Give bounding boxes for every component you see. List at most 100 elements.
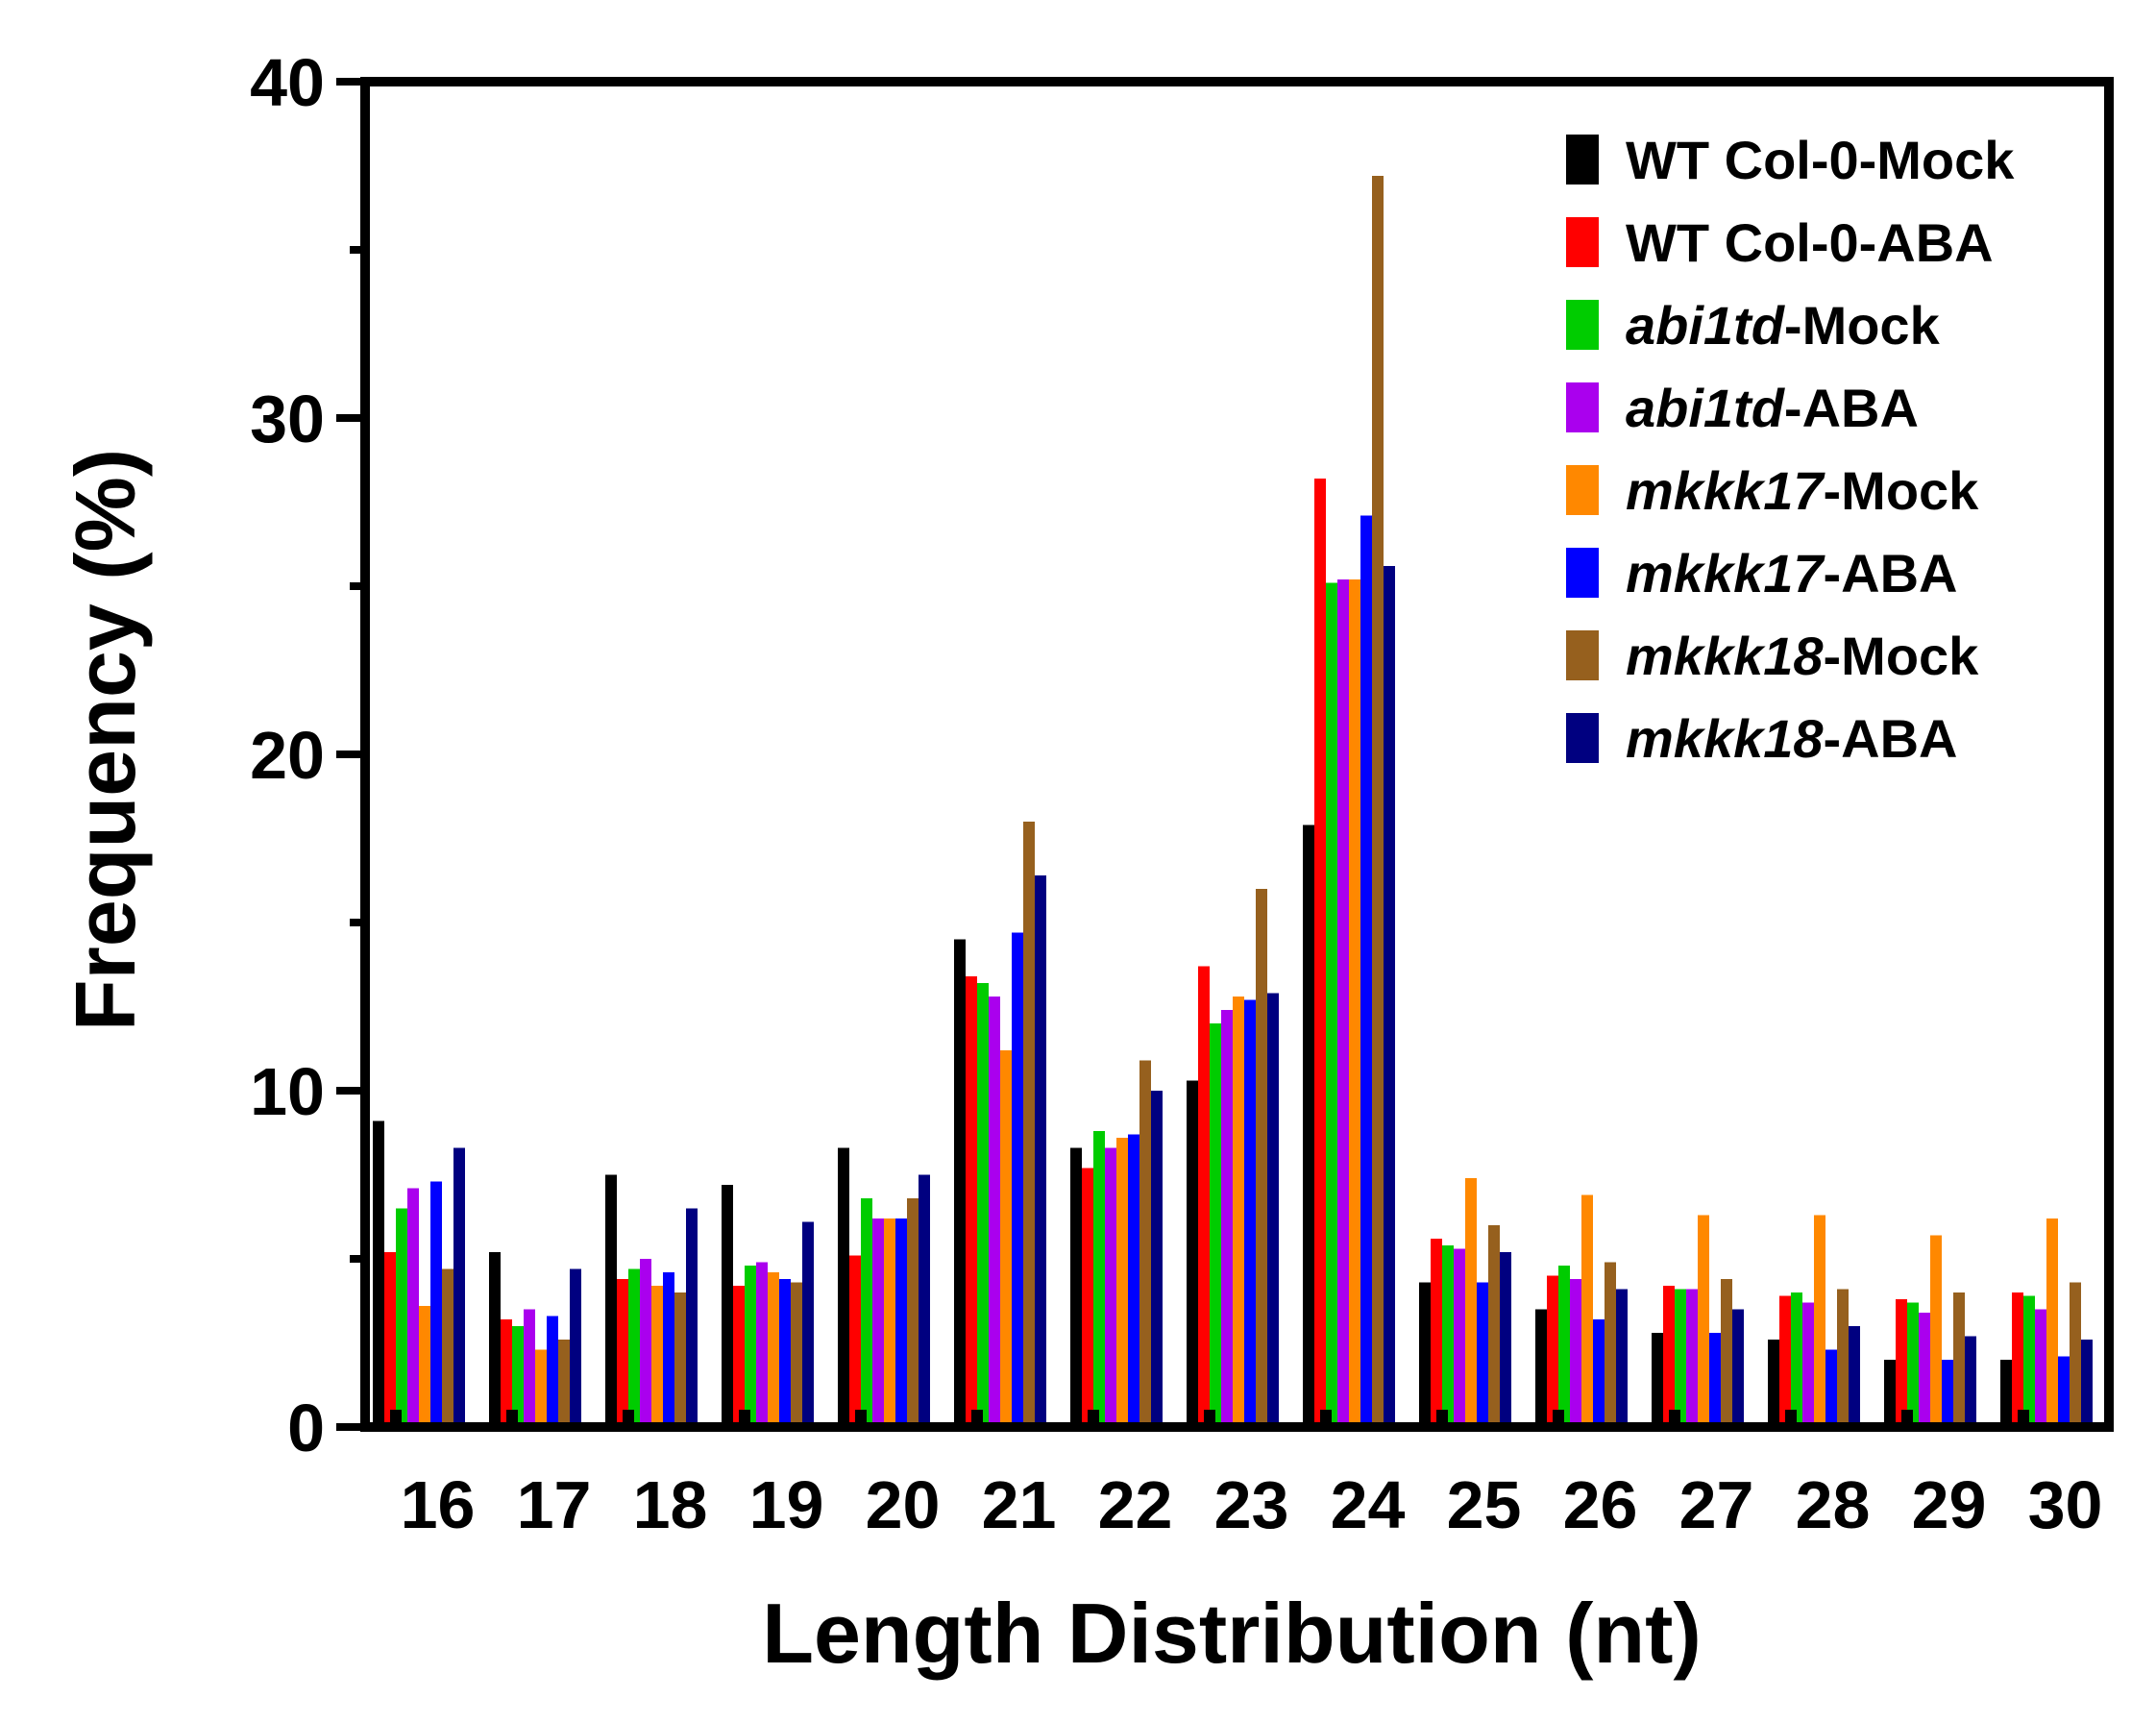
legend-label: mkkk17-ABA bbox=[1626, 543, 1958, 603]
bar-17-wt-col-0-mock bbox=[489, 1252, 501, 1427]
legend-item: mkkk18-Mock bbox=[1566, 626, 1979, 686]
legend-label-rest: -Mock bbox=[1784, 295, 1941, 356]
legend-label: mkkk17-Mock bbox=[1626, 460, 1979, 521]
x-tick-label: 30 bbox=[2028, 1467, 2103, 1542]
bar-28-mkkk17-mock bbox=[1814, 1215, 1825, 1427]
bar-17-mkkk17-mock bbox=[535, 1349, 547, 1427]
bar-22-mkkk18-aba bbox=[1151, 1091, 1163, 1427]
bar-21-mkkk18-aba bbox=[1035, 875, 1046, 1427]
bar-30-mkkk18-mock bbox=[2070, 1282, 2081, 1427]
bar-21-wt-col-0-mock bbox=[954, 939, 966, 1427]
legend-label-italic: mkkk17 bbox=[1626, 460, 1825, 521]
bar-16-mkkk17-mock bbox=[419, 1306, 430, 1427]
legend-label-rest: -ABA bbox=[1824, 708, 1958, 769]
legend-label: mkkk18-ABA bbox=[1626, 708, 1958, 769]
bar-16-mkkk18-aba bbox=[453, 1147, 465, 1427]
x-tick-label: 18 bbox=[633, 1467, 708, 1542]
bar-26-wt-col-0-mock bbox=[1535, 1309, 1547, 1427]
bar-29-mkkk18-aba bbox=[1965, 1336, 1976, 1427]
legend-item: abi1td-ABA bbox=[1566, 378, 1919, 438]
bar-16-mkkk18-mock bbox=[442, 1268, 453, 1427]
bar-20-mkkk17-mock bbox=[884, 1218, 895, 1427]
bar-19-mkkk18-mock bbox=[791, 1282, 802, 1427]
bar-22-mkkk17-mock bbox=[1116, 1138, 1128, 1427]
bar-27-wt-col-0-aba bbox=[1663, 1286, 1675, 1427]
x-tick-label: 29 bbox=[1912, 1467, 1987, 1542]
legend-label-italic: mkkk17 bbox=[1626, 543, 1825, 603]
bar-21-mkkk17-mock bbox=[1000, 1050, 1012, 1427]
bar-29-mkkk18-mock bbox=[1953, 1292, 1965, 1427]
legend-item: WT Col-0-ABA bbox=[1566, 212, 1994, 273]
bar-30-abi1td-aba bbox=[2035, 1309, 2046, 1427]
x-axis: 16 17 18 19 20 21 22 23 24 25 26 27 28 29 30 bbox=[401, 1467, 2103, 1542]
bar-25-wt-col-0-mock bbox=[1419, 1282, 1431, 1427]
legend-item: abi1td-Mock bbox=[1566, 295, 1941, 356]
bar-20-mkkk17-aba bbox=[895, 1218, 907, 1427]
bar-23-abi1td-aba bbox=[1221, 1010, 1233, 1427]
bar-18-mkkk17-aba bbox=[663, 1272, 674, 1427]
bar-22-wt-col-0-mock bbox=[1070, 1147, 1082, 1427]
bar-26-mkkk17-mock bbox=[1581, 1194, 1593, 1427]
bar-27-abi1td-mock bbox=[1675, 1289, 1686, 1427]
bar-22-mkkk18-mock bbox=[1139, 1060, 1151, 1427]
x-tick-label: 25 bbox=[1447, 1467, 1522, 1542]
bar-24-mkkk17-aba bbox=[1360, 515, 1372, 1427]
bar-28-mkkk18-aba bbox=[1849, 1326, 1860, 1427]
x-tick-label: 16 bbox=[401, 1467, 476, 1542]
legend-label-rest: WT Col-0-Mock bbox=[1626, 130, 2015, 190]
bar-17-mkkk17-aba bbox=[547, 1316, 558, 1427]
bar-18-wt-col-0-aba bbox=[617, 1279, 628, 1427]
bar-18-mkkk18-aba bbox=[686, 1208, 698, 1427]
bar-30-wt-col-0-mock bbox=[2000, 1360, 2012, 1427]
bar-22-abi1td-aba bbox=[1105, 1147, 1116, 1427]
bar-20-mkkk18-mock bbox=[907, 1198, 919, 1427]
bar-26-mkkk18-aba bbox=[1616, 1289, 1628, 1427]
bar-17-wt-col-0-aba bbox=[501, 1319, 512, 1427]
bar-19-wt-col-0-aba bbox=[733, 1286, 745, 1427]
bar-19-mkkk17-mock bbox=[768, 1272, 779, 1427]
y-axis-title: Frequency (%) bbox=[58, 449, 153, 1031]
bar-27-wt-col-0-mock bbox=[1652, 1333, 1663, 1427]
bar-19-abi1td-mock bbox=[745, 1266, 756, 1427]
bar-25-mkkk18-aba bbox=[1500, 1252, 1511, 1427]
bar-28-mkkk17-aba bbox=[1825, 1349, 1837, 1427]
bar-17-mkkk18-mock bbox=[558, 1340, 570, 1427]
bar-29-wt-col-0-mock bbox=[1884, 1360, 1896, 1427]
legend-label-rest: WT Col-0-ABA bbox=[1626, 212, 1994, 273]
bar-22-abi1td-mock bbox=[1093, 1131, 1105, 1427]
bar-16-wt-col-0-mock bbox=[373, 1120, 384, 1427]
legend-item: mkkk17-ABA bbox=[1566, 543, 1958, 603]
bar-24-abi1td-aba bbox=[1337, 579, 1349, 1427]
bar-21-abi1td-mock bbox=[977, 983, 989, 1427]
x-tick-label: 22 bbox=[1098, 1467, 1173, 1542]
bar-29-mkkk17-mock bbox=[1930, 1235, 1942, 1427]
legend-label: abi1td-Mock bbox=[1626, 295, 1941, 356]
legend-label-italic: abi1td bbox=[1626, 295, 1786, 356]
legend-label: abi1td-ABA bbox=[1626, 378, 1919, 438]
bar-25-mkkk18-mock bbox=[1488, 1225, 1500, 1427]
legend-swatch bbox=[1566, 300, 1599, 350]
bar-30-abi1td-mock bbox=[2023, 1295, 2035, 1427]
bar-20-abi1td-mock bbox=[861, 1198, 872, 1427]
legend-item: mkkk17-Mock bbox=[1566, 460, 1979, 521]
x-tick-label: 28 bbox=[1796, 1467, 1871, 1542]
bar-24-mkkk18-mock bbox=[1372, 176, 1384, 1427]
bar-18-mkkk18-mock bbox=[674, 1292, 686, 1427]
bar-28-mkkk18-mock bbox=[1837, 1289, 1849, 1427]
bar-16-abi1td-mock bbox=[396, 1208, 407, 1427]
bar-27-mkkk18-mock bbox=[1721, 1279, 1732, 1427]
legend-swatch bbox=[1566, 382, 1599, 432]
x-tick-label: 21 bbox=[982, 1467, 1057, 1542]
bar-26-abi1td-aba bbox=[1570, 1279, 1581, 1427]
x-tick-label: 24 bbox=[1331, 1467, 1406, 1542]
y-tick-label: 20 bbox=[250, 718, 325, 793]
bar-27-mkkk17-aba bbox=[1709, 1333, 1721, 1427]
legend-label: mkkk18-Mock bbox=[1626, 626, 1979, 686]
x-tick-label: 20 bbox=[866, 1467, 941, 1542]
bar-25-wt-col-0-aba bbox=[1431, 1239, 1442, 1427]
bar-24-mkkk17-mock bbox=[1349, 579, 1360, 1427]
bar-16-abi1td-aba bbox=[407, 1188, 419, 1427]
x-tick-label: 26 bbox=[1563, 1467, 1638, 1542]
